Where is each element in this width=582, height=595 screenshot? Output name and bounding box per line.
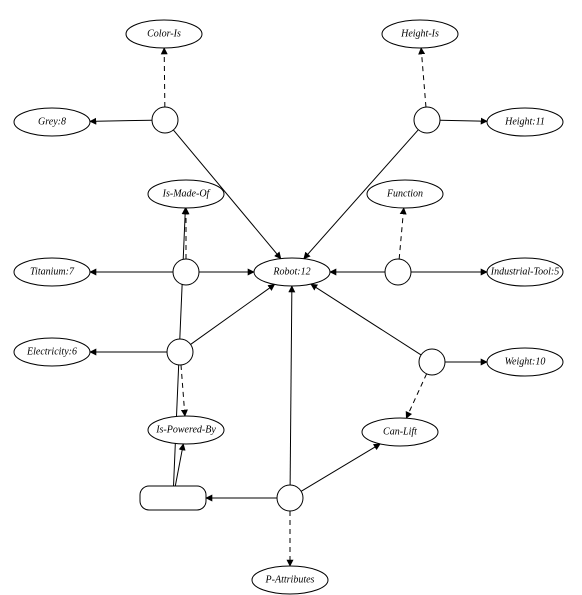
node-c_weight [419,349,445,375]
node-rect_group [140,486,206,510]
label-height_is: Height-Is [400,29,439,40]
edge-c_height-height11 [440,120,487,121]
label-can_lift: Can-Lift [383,427,417,438]
label-robot12: Robot:12 [272,267,310,278]
label-weight10: Weight:10 [505,357,546,368]
semantic-network-diagram: Color-Is Height-Is Grey:8 Height:11 Is-Made-… [0,0,582,595]
label-electricity6: Electricity:6 [26,347,77,358]
edge-c_lift-robot12 [290,286,292,485]
node-c_height [414,107,440,133]
node-c_lift [277,485,303,511]
label-titanium7: Titanium:7 [30,267,75,278]
label-p_attributes: P-Attributes [265,575,315,586]
nodes-layer: Color-Is Height-Is Grey:8 Height:11 Is-Made-… [14,20,563,594]
label-industrial5: Industrial-Tool:5 [490,267,560,278]
edge-c_power-robot12 [191,284,275,344]
edge-c_lift-can_lift [301,444,380,491]
edge-c_color-grey8 [90,120,152,121]
node-c_function [385,259,411,285]
node-c_color [152,107,178,133]
edge-c_color-color_is [164,48,165,107]
edge-c_power-is_powered_by [181,365,185,416]
edge-c_weight-robot12 [311,284,421,355]
label-is_powered_by: Is-Powered-By [155,425,216,436]
edge-rect_group-is_powered_by [175,444,183,486]
edge-c_weight-can_lift [406,374,426,418]
node-c_power [167,339,193,365]
edge-c_height-height_is [421,48,426,107]
label-color_is: Color-Is [147,29,181,40]
label-function: Function [386,189,423,200]
edge-c_function-function [399,208,404,259]
label-height11: Height:11 [504,117,545,128]
label-is_made_of: Is-Made-Of [162,189,211,200]
label-grey8: Grey:8 [38,117,66,128]
node-c_made [173,259,199,285]
